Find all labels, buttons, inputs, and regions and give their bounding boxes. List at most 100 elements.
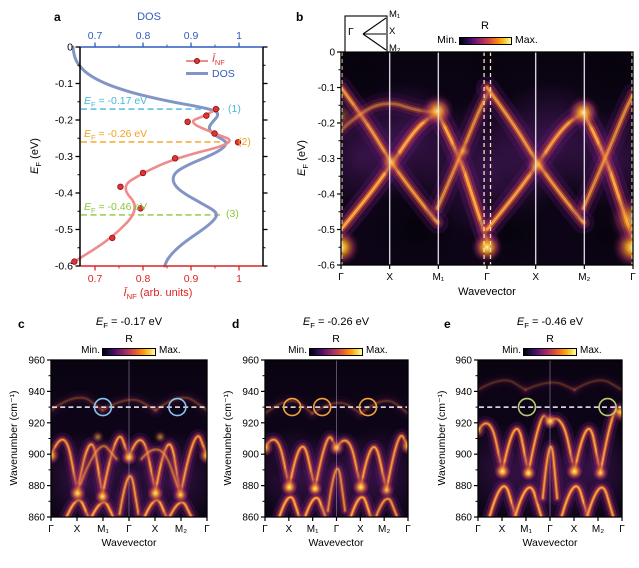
panel-e-label: e	[444, 317, 451, 331]
bz-arm-m2	[362, 33, 387, 51]
legend-item-inf: ĪNF	[186, 53, 235, 68]
x-tick-label-c: X	[74, 524, 81, 535]
x-tick-label-b: X	[386, 272, 393, 283]
colorbar-title-c: R	[125, 333, 133, 345]
dos-axis-label: DOS	[137, 11, 161, 23]
y-tick-label-b: -0.1	[318, 83, 336, 94]
x-tick-label-c: Γ	[204, 524, 210, 535]
inf-legend-line	[186, 58, 208, 64]
panel-c-label: c	[18, 317, 25, 331]
colorbar-c	[102, 348, 156, 356]
colorbar-b	[459, 37, 512, 45]
x-tick-label-d: M₂	[378, 524, 390, 535]
x-tick-label-e: Γ	[475, 524, 481, 535]
x-tick-label-c: Γ	[126, 524, 132, 535]
colorbar-d	[309, 348, 363, 356]
title-e: EF = -0.46 eV	[516, 316, 584, 331]
inf-data-point	[171, 155, 179, 162]
wavevector-label-c: Wavevector	[101, 537, 157, 549]
heatmap-canvas-b	[341, 52, 633, 265]
inf-data-point	[203, 112, 210, 119]
x-tick-label-b: M₁	[432, 272, 444, 283]
top-tick-label: 0.8	[136, 30, 151, 42]
y-tick-label-c: 900	[28, 450, 45, 461]
annotation-2-tag: (2)	[238, 136, 251, 148]
inf-data-point	[211, 130, 218, 137]
x-tick-label-c: M₂	[175, 524, 187, 535]
left-tick-label: -0.3	[55, 151, 73, 163]
x-tick-label-e: M₂	[592, 524, 604, 535]
annotation-1-label: EF = -0.17 eV	[84, 95, 148, 110]
y-tick-label-d: 900	[242, 450, 259, 461]
colorbar-title-d: R	[332, 333, 340, 345]
x-tick-label-b: Γ	[630, 272, 636, 283]
x-tick-label-c: X	[152, 524, 159, 535]
annotation-3-tag: (3)	[226, 208, 239, 220]
bottom-tick-label: 1	[236, 273, 242, 285]
y-tick-label-b: -0.5	[318, 225, 336, 236]
x-tick-label-e: M₁	[520, 524, 532, 535]
x-tick-label-e: Γ	[547, 524, 553, 535]
annotation-1-tag: (1)	[228, 103, 241, 115]
colorbar-max-d: Max.	[366, 345, 388, 356]
x-tick-label-b: X	[532, 272, 539, 283]
y-tick-label-e: 900	[455, 450, 472, 461]
y-tick-label-d: 880	[242, 481, 259, 492]
legend: ĪNF DOS	[186, 53, 235, 80]
colorbar-max-e: Max.	[580, 345, 602, 356]
x-tick-label-e: Γ	[619, 524, 625, 535]
inset-x-label: X	[389, 26, 396, 37]
colorbar-title-b: R	[481, 20, 489, 32]
inf-data-point	[184, 118, 191, 126]
wavevector-label-b: Wavevector	[458, 286, 516, 298]
colorbar-e	[523, 348, 577, 356]
left-tick-label: -0.2	[55, 115, 73, 127]
annotation-3-label: EF = -0.46 eV	[84, 201, 148, 216]
x-tick-label-b: Γ	[484, 272, 490, 283]
annotation-2-label: EF = -0.26 eV	[84, 128, 148, 143]
x-tick-label-d: Γ	[405, 524, 411, 535]
left-tick-label: -0.1	[55, 78, 73, 90]
colorbar-max-b: Max.	[515, 34, 538, 46]
inset-m1-label: M₁	[389, 9, 401, 20]
x-tick-label-d: Γ	[262, 524, 268, 535]
x-tick-label-e: X	[499, 524, 506, 535]
y-tick-label-b: -0.4	[318, 190, 336, 201]
inf-data-point	[212, 105, 220, 113]
y-tick-label-d: 960	[242, 356, 259, 367]
panel-a-label: a	[54, 10, 61, 24]
inset-m2-label: M₂	[389, 43, 401, 54]
colorbar-min-d: Min.	[288, 345, 307, 356]
y-tick-label-b: -0.6	[318, 261, 336, 272]
title-d: EF = -0.26 eV	[302, 316, 370, 331]
colorbar-min-e: Min.	[502, 345, 521, 356]
colorbar-max-c: Max.	[159, 345, 181, 356]
ef-axis-label-b: EF (eV)	[295, 140, 311, 176]
colorbar-min-c: Min.	[81, 345, 100, 356]
y-tick-label-c: 940	[28, 387, 45, 398]
dos-legend-line	[186, 72, 208, 75]
y-tick-label-b: 0	[329, 48, 335, 59]
left-tick-label: -0.4	[55, 188, 73, 200]
y-tick-label-d: 920	[242, 418, 259, 429]
top-tick-label: 0.9	[184, 30, 199, 42]
y-tick-label-d: 940	[242, 387, 259, 398]
bottom-tick-label: 0.7	[88, 273, 103, 285]
dos-legend-label: DOS	[212, 67, 235, 80]
colorbar-title-e: R	[546, 333, 554, 345]
top-tick-label: 0.7	[88, 30, 103, 42]
inf-axis-label: ĪNF (arb. units)	[123, 287, 193, 302]
x-tick-label-b: Γ	[338, 272, 344, 283]
inf-data-point	[71, 258, 78, 265]
y-tick-label-b: -0.2	[318, 119, 336, 130]
y-tick-label-c: 960	[28, 356, 45, 367]
panel-b-label: b	[296, 10, 304, 24]
bottom-tick-label: 0.9	[184, 273, 199, 285]
panel-d-label: d	[232, 317, 240, 331]
y-tick-label-e: 960	[455, 356, 472, 367]
y-tick-label-c: 880	[28, 481, 45, 492]
legend-item-dos: DOS	[186, 67, 235, 80]
left-tick-label: 0	[67, 42, 73, 54]
left-tick-label: -0.6	[55, 261, 73, 273]
